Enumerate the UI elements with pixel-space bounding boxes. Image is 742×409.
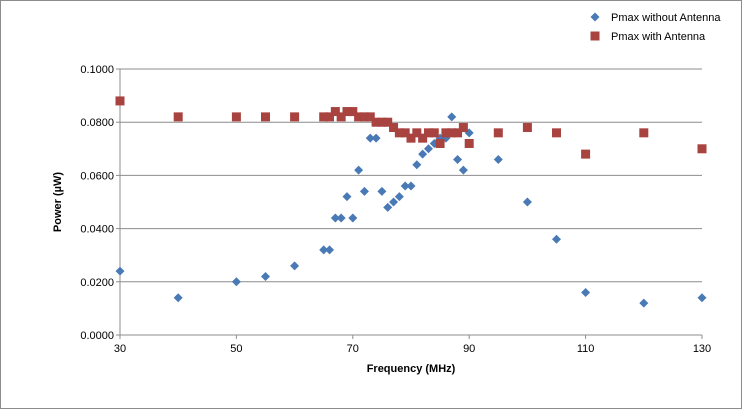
data-point-diamond: [639, 298, 649, 308]
axes: [116, 68, 703, 339]
data-point-square: [261, 112, 270, 122]
data-point-square: [330, 107, 340, 117]
data-point-square: [389, 123, 399, 133]
data-point-diamond: [522, 197, 532, 207]
data-point-diamond: [400, 181, 410, 191]
data-point-square: [581, 149, 591, 159]
data-point-square: [377, 117, 387, 127]
x-axis-title: Frequency (MHz): [367, 363, 456, 375]
data-point-diamond: [330, 213, 340, 223]
data-point-diamond: [290, 261, 300, 271]
data-point-diamond: [394, 192, 404, 202]
data-point-square: [412, 128, 422, 138]
data-point-square: [354, 112, 364, 122]
data-points: [115, 96, 707, 308]
data-point-square: [394, 128, 404, 138]
data-point-square: [365, 112, 375, 122]
data-point-square: [418, 133, 428, 143]
data-point-square: [359, 112, 369, 122]
data-point-diamond: [342, 192, 352, 202]
y-tick-label: 0.0200: [80, 277, 114, 289]
data-point-square: [319, 112, 329, 122]
data-point-square: [290, 112, 300, 122]
y-tick-label: 0.1000: [80, 64, 114, 76]
data-point-diamond: [371, 133, 381, 143]
data-point-square: [447, 128, 457, 138]
data-point-diamond: [336, 213, 346, 223]
data-point-square: [522, 123, 532, 133]
series-with-antenna: [115, 96, 707, 159]
data-point-diamond: [365, 133, 375, 143]
data-point-square: [336, 112, 346, 122]
data-point-square: [342, 107, 352, 117]
y-axis-title: Power (µW): [52, 172, 64, 232]
data-point-diamond: [447, 112, 457, 122]
data-point-diamond: [173, 293, 183, 303]
data-point-diamond: [354, 165, 364, 175]
x-tick-label: 30: [114, 343, 126, 355]
data-point-square: [435, 138, 445, 148]
data-point-square: [464, 138, 474, 148]
data-point-square: [173, 112, 183, 122]
data-point-diamond: [493, 154, 503, 164]
data-point-square: [458, 123, 468, 133]
data-point-square: [325, 112, 335, 122]
data-point-diamond: [418, 149, 428, 159]
data-point-square: [423, 128, 433, 138]
data-point-square: [383, 117, 393, 127]
legend-label: Pmax with Antenna: [611, 31, 706, 43]
data-point-square: [697, 144, 707, 154]
data-point-square: [453, 128, 463, 138]
data-point-square: [552, 128, 561, 138]
data-point-square: [231, 112, 241, 122]
data-point-diamond: [325, 245, 335, 255]
legend-marker-square: [590, 31, 600, 41]
data-point-diamond: [412, 160, 422, 170]
data-point-diamond: [423, 144, 433, 154]
data-point-diamond: [389, 197, 399, 207]
data-point-diamond: [319, 245, 329, 255]
data-point-diamond: [458, 165, 468, 175]
x-tick-label: 70: [347, 343, 359, 355]
data-point-square: [441, 128, 451, 138]
data-point-diamond: [261, 271, 270, 281]
data-point-square: [348, 107, 358, 117]
y-tick-label: 0.0600: [80, 170, 114, 182]
data-point-diamond: [231, 277, 241, 287]
legend-marker-diamond: [590, 12, 600, 22]
tick-labels: 0.0000 0.0200 0.0400 0.0600 0.0800 0.1000 30 50…: [80, 64, 711, 355]
legend-label: Pmax without Antenna: [611, 12, 721, 24]
data-point-square: [406, 133, 416, 143]
data-point-diamond: [377, 186, 387, 196]
data-point-diamond: [115, 266, 125, 276]
y-tick-label: 0.0800: [80, 117, 114, 129]
gridlines: [120, 68, 702, 283]
data-point-square: [400, 128, 410, 138]
x-tick-label: 130: [693, 343, 711, 355]
x-tick-label: 110: [577, 343, 595, 355]
data-point-diamond: [453, 154, 463, 164]
data-point-diamond: [552, 234, 561, 244]
data-point-diamond: [348, 213, 358, 223]
x-tick-label: 90: [463, 343, 475, 355]
y-tick-label: 0.0400: [80, 224, 114, 236]
data-point-square: [429, 128, 439, 138]
data-point-square: [493, 128, 503, 138]
data-point-diamond: [581, 287, 591, 297]
data-point-diamond: [406, 181, 416, 191]
legend: Pmax without Antenna Pmax with Antenna: [590, 12, 721, 43]
data-point-diamond: [359, 186, 369, 196]
data-point-square: [639, 128, 649, 138]
data-point-diamond: [383, 202, 393, 212]
series-without-antenna: [115, 112, 707, 308]
data-point-square: [371, 117, 381, 127]
x-tick-label: 50: [230, 343, 242, 355]
data-point-square: [115, 96, 125, 106]
y-tick-label: 0.0000: [80, 330, 114, 342]
data-point-diamond: [697, 293, 707, 303]
